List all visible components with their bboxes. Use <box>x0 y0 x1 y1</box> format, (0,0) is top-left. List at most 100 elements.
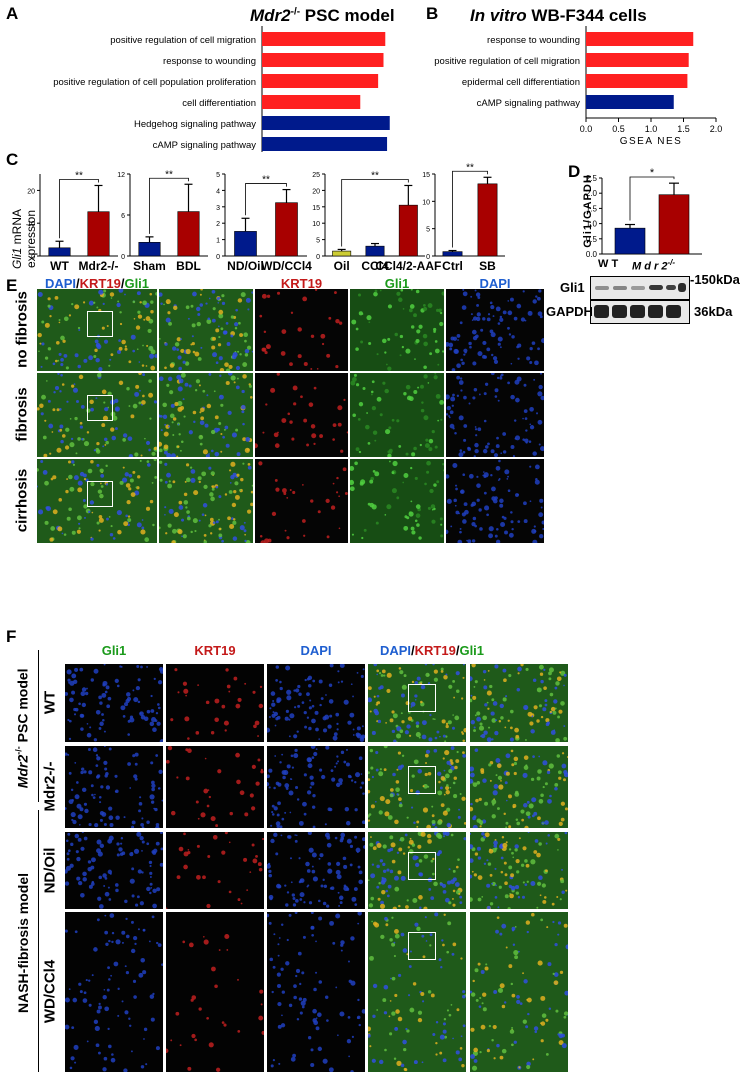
panel-label-f: F <box>6 627 17 646</box>
panel-c-group-label: ND/Oil <box>227 259 264 273</box>
panel-c-bar <box>442 251 463 257</box>
panel-c-group-label: CCl4/2-AAF <box>375 259 441 273</box>
panel-c-bar <box>138 242 161 257</box>
panel-a-term-label: positive regulation of cell migration <box>110 35 256 46</box>
panel-a-term-label: response to wounding <box>163 56 256 67</box>
panel-e-micrograph <box>255 373 348 457</box>
panel-b-term-label: response to wounding <box>487 35 580 46</box>
panel-c-tick-label: 10 <box>422 199 430 206</box>
panel-e-micrograph <box>37 459 157 543</box>
panel-d-group-mdr: M d r 2-/- <box>632 258 676 273</box>
panel-e-micrograph <box>37 289 157 371</box>
panel-c-group-label: WT <box>50 259 69 273</box>
panel-b-xlabel: GSEA NES <box>620 136 683 147</box>
panel-f-micrograph <box>470 746 568 828</box>
panel-c-group-label: Oil <box>334 259 350 273</box>
panel-d-bar <box>614 227 646 255</box>
panel-c-sig-label: ** <box>75 170 83 181</box>
panel-f-micrograph <box>368 664 466 742</box>
panel-f-micrograph <box>65 832 163 909</box>
panel-d-bar <box>658 194 690 255</box>
zoom-box <box>408 852 436 880</box>
panel-d-tick-label: 1.5 <box>586 204 598 213</box>
panel-b-tick-label: 2.0 <box>710 124 723 134</box>
panel-c-bar <box>332 250 352 257</box>
panel-c-sig-bracket <box>341 179 409 247</box>
panel-c-sig-bracket <box>59 179 99 239</box>
panel-a-bar <box>262 116 390 130</box>
panel-c-bar <box>48 247 71 257</box>
panel-a-gsea-chart: positive regulation of cell migration res… <box>53 26 390 152</box>
panel-e-row-label: cirrhosis <box>13 468 31 533</box>
panel-b-bar <box>586 32 694 46</box>
panel-f-col-header: DAPI/KRT19/Gli1 <box>379 643 485 658</box>
panel-f-micrograph <box>166 832 264 909</box>
blot-size-150: -150kDa <box>690 272 740 287</box>
panel-d-tick-label: 0.5 <box>586 235 598 244</box>
panel-f-row-label: WD/CCl4 <box>41 959 59 1024</box>
panel-c-sig-label: ** <box>371 170 379 181</box>
panel-c-tick-label: 0 <box>216 254 220 261</box>
panel-label-b: B <box>426 4 439 23</box>
blot-size-36: 36kDa <box>694 304 733 319</box>
panel-e-micrograph <box>446 289 544 371</box>
panel-f-col-header: Gli1 <box>101 643 127 658</box>
panel-c-sig-label: ** <box>466 162 474 173</box>
panel-b-bar <box>586 95 674 109</box>
panel-f-micrograph <box>368 832 466 909</box>
panel-f-micrograph <box>267 832 365 909</box>
panel-c-bar <box>477 183 498 257</box>
panel-c-tick-label: 25 <box>312 172 320 179</box>
panel-c-group-label: WD/CCl4 <box>261 259 312 273</box>
panel-a-term-label: cAMP signaling pathway <box>153 140 257 151</box>
panel-f-micrograph <box>166 664 264 742</box>
panel-label-a: A <box>6 4 19 23</box>
panel-e-micrograph <box>159 289 253 371</box>
panel-e-micrograph <box>159 459 253 543</box>
panel-b-tick-label: 0.0 <box>580 124 593 134</box>
panel-f-micrograph <box>470 664 568 742</box>
panel-f-micrograph <box>65 664 163 742</box>
panel-c-tick-label: 10 <box>27 221 35 228</box>
panel-c-group-label: BDL <box>176 259 201 273</box>
panel-a-bar <box>262 74 379 88</box>
panel-c-tick-label: 4 <box>216 188 220 195</box>
panel-f-group1-label: Mdr2-/- PSC model <box>13 668 31 789</box>
panel-c-sig-label: ** <box>262 175 270 186</box>
panel-f-group2-label: NASH-fibrosis model <box>15 873 31 1014</box>
panel-f-col-header: KRT19 <box>194 643 236 658</box>
panel-c-bar <box>365 245 385 257</box>
panel-f-micrograph <box>65 746 163 828</box>
panel-f-micrograph <box>368 746 466 828</box>
blot-label-gli1: Gli1 <box>560 280 585 295</box>
panel-b-bar <box>586 74 688 88</box>
panel-c-tick-label: 0 <box>31 254 35 261</box>
panel-a-bar <box>262 137 388 151</box>
panel-e-col-header: KRT19 <box>280 276 323 291</box>
panel-c-tick-label: 2 <box>216 221 220 228</box>
panel-c-bar <box>87 211 110 257</box>
panel-e-micrograph <box>446 459 544 543</box>
panel-f-micrograph <box>267 912 365 1072</box>
panel-c-group-label: Sham <box>133 259 166 273</box>
panel-c-sig-label: ** <box>165 169 173 180</box>
panel-e-micrograph <box>159 373 253 457</box>
panel-d-tick-label: 0.0 <box>586 250 598 259</box>
panel-b-term-label: positive regulation of cell migration <box>434 56 580 67</box>
panel-f-micrograph <box>267 746 365 828</box>
panel-e-micrograph <box>255 289 348 371</box>
panel-c-bar <box>398 204 418 257</box>
panel-b-term-label: cAMP signaling pathway <box>477 98 581 109</box>
panel-d-chart: 0.0 0.5 1.0 1.5 2.0 2.5 * <box>586 168 702 259</box>
panel-c-tick-label: 20 <box>312 188 320 195</box>
panel-c-group-label: CCl4 <box>361 259 389 273</box>
zoom-box <box>87 311 113 337</box>
blot-label-gapdh: GAPDH <box>546 304 593 319</box>
panel-c-tick-label: 0 <box>426 254 430 261</box>
panel-e-micrograph <box>350 459 444 543</box>
panel-c-group-label: SB <box>479 259 496 273</box>
panel-c-group-label: Mdr2-/- <box>79 259 119 273</box>
panel-a-term-label: Hedgehog signaling pathway <box>134 119 256 130</box>
panel-d-sig-bracket <box>629 176 675 221</box>
panel-b-tick-label: 0.5 <box>612 124 625 134</box>
